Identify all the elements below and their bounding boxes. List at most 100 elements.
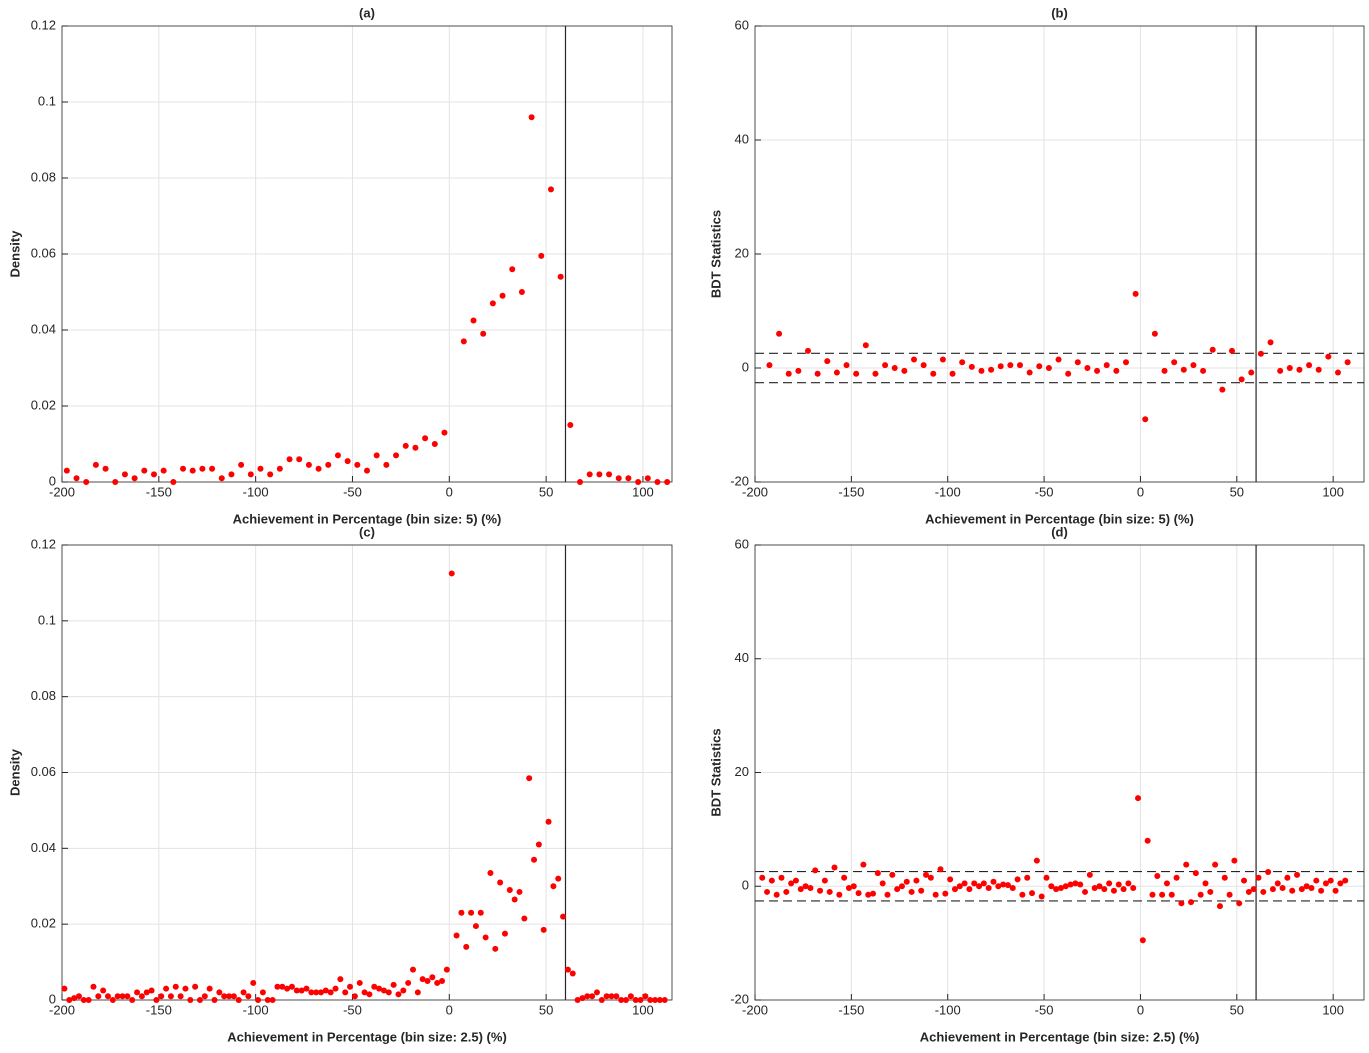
point bbox=[472, 923, 479, 930]
point bbox=[795, 367, 802, 374]
point bbox=[414, 989, 421, 996]
point bbox=[1337, 880, 1344, 887]
point bbox=[313, 989, 320, 996]
point bbox=[785, 370, 792, 377]
point bbox=[1342, 877, 1349, 884]
point bbox=[901, 367, 908, 374]
point bbox=[845, 884, 852, 891]
point bbox=[1245, 888, 1252, 895]
point bbox=[913, 877, 920, 884]
y-axis-label: BDT Statistics bbox=[708, 210, 723, 298]
point bbox=[235, 997, 242, 1003]
point bbox=[1142, 416, 1149, 423]
point bbox=[366, 991, 373, 998]
point bbox=[1180, 366, 1187, 373]
point bbox=[1101, 886, 1108, 893]
point bbox=[308, 989, 315, 996]
point bbox=[586, 471, 593, 478]
point bbox=[293, 987, 300, 994]
point bbox=[477, 909, 484, 916]
x-tick-label: 0 bbox=[446, 484, 453, 499]
point bbox=[1163, 880, 1170, 887]
point bbox=[250, 979, 257, 986]
point bbox=[1277, 367, 1284, 374]
point bbox=[995, 883, 1002, 890]
y-tick-label: 0.1 bbox=[38, 93, 56, 108]
point bbox=[1202, 880, 1209, 887]
point bbox=[104, 993, 111, 1000]
point bbox=[492, 945, 499, 952]
point bbox=[439, 978, 446, 985]
point bbox=[956, 883, 963, 890]
point bbox=[870, 890, 877, 897]
point bbox=[177, 993, 184, 1000]
point bbox=[831, 864, 838, 871]
point bbox=[376, 985, 383, 992]
point bbox=[141, 467, 148, 474]
point bbox=[615, 475, 622, 482]
point bbox=[182, 985, 189, 992]
point bbox=[192, 983, 199, 990]
point bbox=[114, 993, 121, 1000]
point bbox=[1144, 837, 1151, 844]
point bbox=[623, 997, 630, 1003]
point bbox=[814, 370, 821, 377]
point bbox=[908, 888, 915, 895]
point bbox=[1057, 884, 1064, 891]
point bbox=[942, 890, 949, 897]
point bbox=[305, 461, 312, 468]
point bbox=[1159, 891, 1166, 898]
point bbox=[865, 891, 872, 898]
point bbox=[807, 884, 814, 891]
point bbox=[364, 467, 370, 474]
point bbox=[598, 997, 605, 1003]
point bbox=[560, 913, 567, 920]
point bbox=[373, 452, 380, 459]
point bbox=[1168, 891, 1175, 898]
x-tick-label: -200 bbox=[49, 1002, 75, 1017]
point bbox=[332, 985, 339, 992]
y-axis-label: BDT Statistics bbox=[708, 728, 723, 816]
point bbox=[1269, 886, 1276, 893]
y-axis-label: Density bbox=[7, 230, 22, 278]
point bbox=[228, 471, 235, 478]
point bbox=[303, 985, 310, 992]
point bbox=[298, 987, 305, 994]
point bbox=[821, 877, 828, 884]
point bbox=[216, 989, 223, 996]
point bbox=[463, 943, 470, 950]
point bbox=[1284, 874, 1291, 881]
point bbox=[1306, 362, 1313, 369]
point bbox=[874, 870, 881, 877]
point bbox=[1110, 887, 1117, 894]
point bbox=[443, 966, 450, 973]
point bbox=[124, 993, 131, 1000]
point bbox=[274, 983, 281, 990]
point bbox=[489, 300, 496, 307]
point bbox=[910, 356, 917, 363]
point bbox=[778, 874, 785, 881]
point bbox=[506, 887, 513, 894]
point bbox=[187, 997, 194, 1003]
chart-title: (a) bbox=[359, 5, 375, 20]
point bbox=[247, 471, 254, 478]
point bbox=[1115, 881, 1122, 888]
point bbox=[497, 879, 504, 886]
point bbox=[613, 993, 620, 1000]
point bbox=[66, 997, 73, 1003]
point bbox=[189, 467, 196, 474]
point bbox=[1048, 883, 1055, 890]
point bbox=[516, 888, 523, 895]
point bbox=[606, 471, 613, 478]
point bbox=[480, 330, 487, 337]
point bbox=[134, 989, 141, 996]
point bbox=[961, 880, 968, 887]
point bbox=[109, 997, 116, 1003]
point bbox=[1190, 362, 1197, 369]
point bbox=[1279, 884, 1286, 891]
point bbox=[429, 974, 436, 981]
y-tick-label: 0.08 bbox=[31, 169, 56, 184]
point bbox=[843, 362, 850, 369]
point bbox=[167, 993, 174, 1000]
point bbox=[431, 441, 438, 447]
